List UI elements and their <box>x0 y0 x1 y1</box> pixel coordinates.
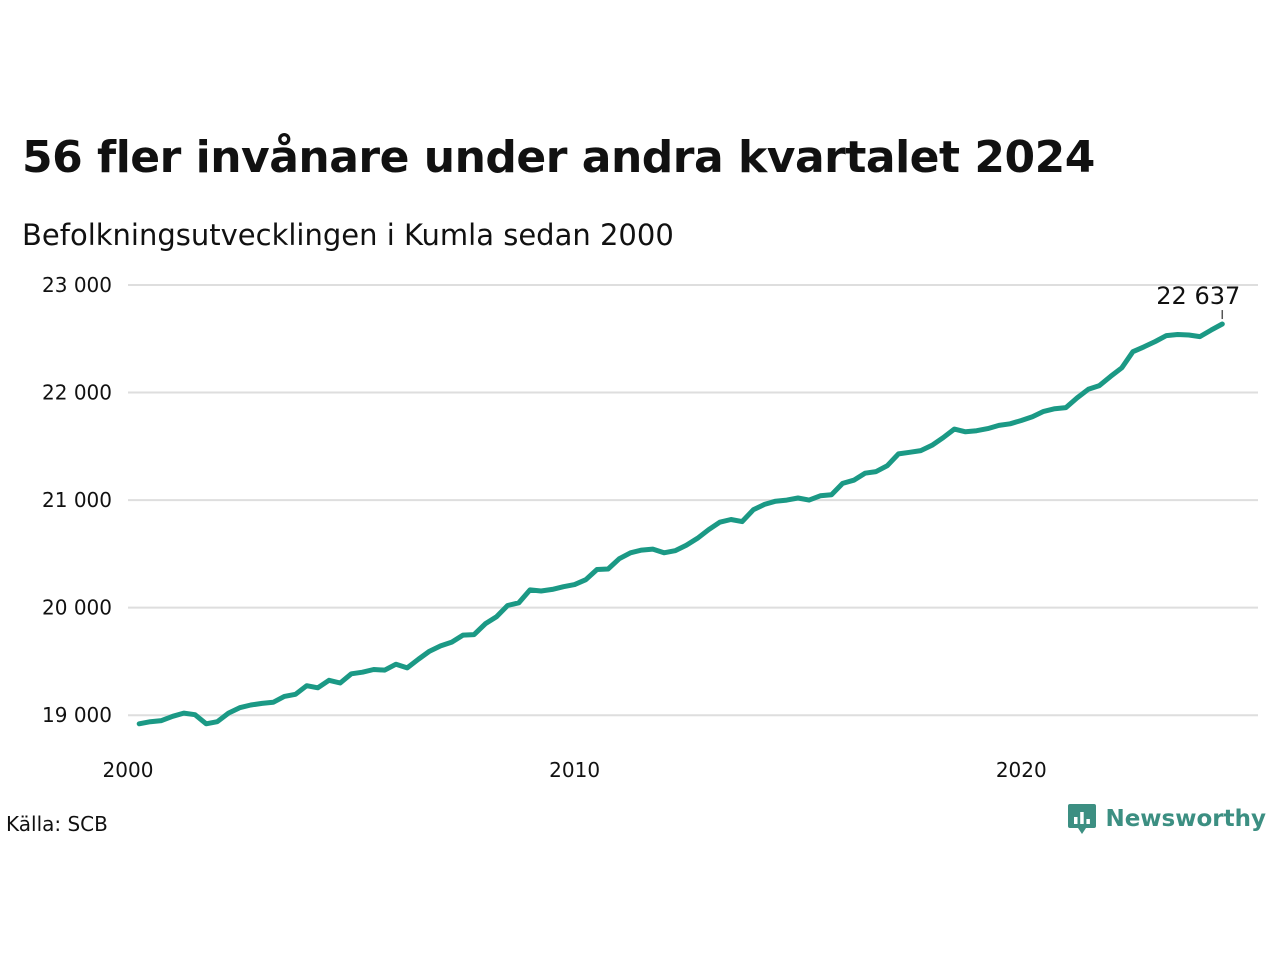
brand: Newsworthy <box>1067 802 1266 836</box>
gridlines <box>128 284 1258 717</box>
brand-name: Newsworthy <box>1105 806 1266 832</box>
y-tick-label: 20 000 <box>42 596 112 620</box>
y-tick-label: 22 000 <box>42 381 112 405</box>
y-tick-label: 21 000 <box>42 488 112 512</box>
chart-subtitle: Befolkningsutvecklingen i Kumla sedan 20… <box>22 218 674 252</box>
end-value-label: 22 637 <box>1156 282 1240 310</box>
y-tick-label: 23 000 <box>42 273 112 297</box>
data-series <box>136 321 1225 727</box>
y-axis-tick-labels: 19 000 20 000 21 000 22 000 23 000 <box>42 273 112 727</box>
newsworthy-logo-icon <box>1068 804 1097 834</box>
x-tick-label: 2010 <box>549 758 600 782</box>
source-note: Källa: SCB <box>6 812 108 836</box>
x-axis-tick-labels: 2000 2010 2020 <box>103 758 1047 782</box>
end-annotation: 22 637 <box>1156 282 1240 320</box>
x-tick-label: 2000 <box>103 758 154 782</box>
chart-title: 56 fler invånare under andra kvartalet 2… <box>22 132 1095 183</box>
x-tick-label: 2020 <box>996 758 1047 782</box>
y-tick-label: 19 000 <box>42 703 112 727</box>
population-line <box>136 321 1225 727</box>
